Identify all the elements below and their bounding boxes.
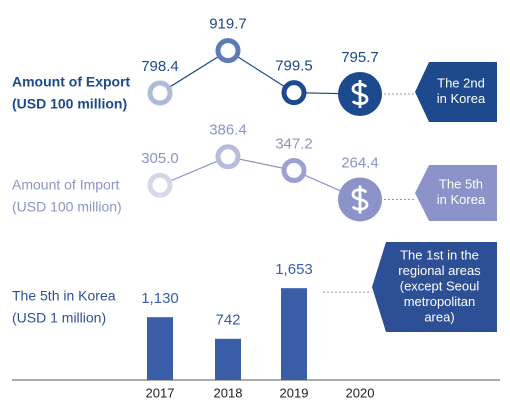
badge-text: regional areas xyxy=(398,263,481,278)
x-tick-label: 2019 xyxy=(280,385,309,400)
value-label: 742 xyxy=(215,312,240,329)
badge-text: area) xyxy=(424,309,454,324)
bar xyxy=(215,338,241,380)
value-label: 798.4 xyxy=(141,58,179,75)
value-label: 305.0 xyxy=(141,150,179,167)
bar xyxy=(281,288,307,380)
point xyxy=(281,80,307,106)
dollar-sign xyxy=(351,80,369,109)
row-title: The 5th in Korea xyxy=(12,288,116,304)
value-label: 386.4 xyxy=(209,122,247,139)
value-label: 1,130 xyxy=(141,290,179,307)
value-label: 347.2 xyxy=(275,135,313,152)
value-label: 795.7 xyxy=(341,49,379,66)
value-label: 264.4 xyxy=(341,154,379,171)
row-unit: (USD 100 million) xyxy=(12,199,122,215)
badge-text: in Korea xyxy=(437,91,486,106)
x-tick-label: 2017 xyxy=(146,385,175,400)
row-unit: (USD 1 million) xyxy=(12,310,106,326)
point xyxy=(147,172,173,198)
dollar-sign xyxy=(351,185,369,214)
row-title: Amount of Export xyxy=(12,74,131,90)
badge xyxy=(372,242,497,332)
x-tick-label: 2018 xyxy=(214,385,243,400)
row-unit: (USD 100 million) xyxy=(12,96,127,112)
series-line xyxy=(159,49,361,95)
badge-text: metropolitan xyxy=(404,294,476,309)
row-title: Amount of Import xyxy=(12,177,119,193)
point xyxy=(215,144,241,170)
value-label: 799.5 xyxy=(275,58,313,75)
x-tick-label: 2020 xyxy=(346,385,375,400)
value-label: 919.7 xyxy=(209,16,247,33)
bar xyxy=(147,317,173,380)
point xyxy=(281,157,307,183)
badge-text: The 2nd xyxy=(437,76,485,91)
badge-text: The 1st in the xyxy=(400,247,479,262)
point xyxy=(147,80,173,106)
badge xyxy=(415,165,497,221)
value-label: 1,653 xyxy=(275,261,313,278)
badge-text: (except Seoul xyxy=(400,278,480,293)
point xyxy=(215,38,241,64)
badge xyxy=(415,62,497,122)
badge-text: in Korea xyxy=(437,192,486,207)
badge-text: The 5th xyxy=(439,177,483,192)
series-line xyxy=(159,156,361,201)
